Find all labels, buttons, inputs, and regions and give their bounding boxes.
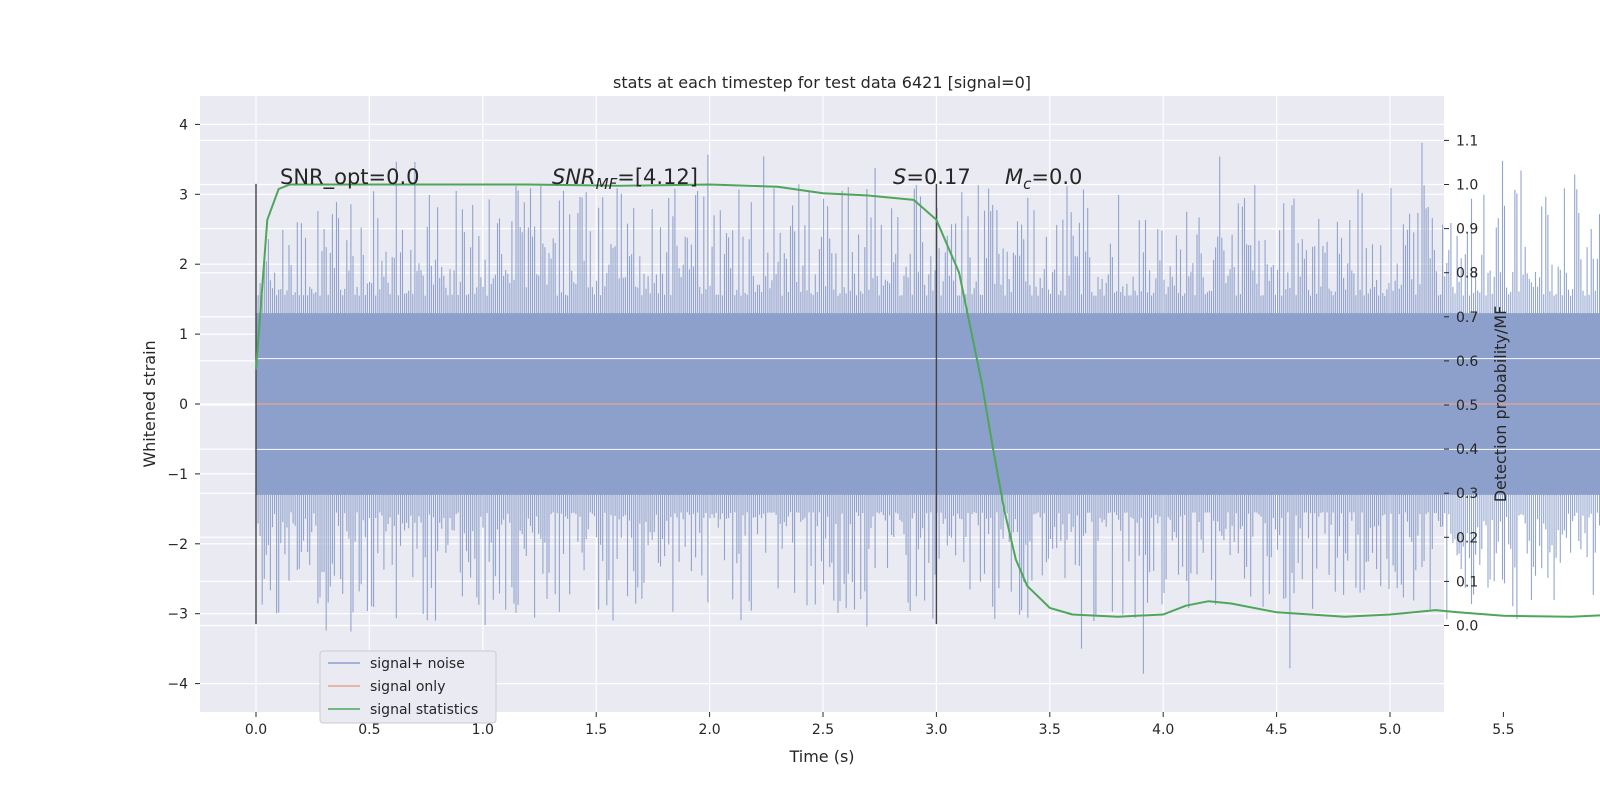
x-tick-label: 3.5 (1039, 722, 1061, 738)
stats-layer (255, 183, 1600, 618)
annotation-s-suffix: =0.17 (906, 165, 970, 189)
annotation-mc-sub: c (1023, 175, 1032, 193)
x-tick-label: 1.0 (472, 722, 494, 738)
y2-tick-label: 0.9 (1456, 222, 1478, 238)
legend-label-signal-noise: signal+ noise (370, 656, 465, 672)
y-axis-label: Whitened strain (140, 340, 159, 467)
y-tick-label: −4 (167, 677, 188, 693)
x-tick-label: 4.5 (1265, 722, 1287, 738)
x-tick-label: 5.0 (1379, 722, 1401, 738)
x-axis-label: Time (s) (788, 747, 854, 766)
legend-box (319, 650, 497, 724)
x-tick-label: 2.0 (698, 722, 720, 738)
y-axis-ticks: −4 −3 −2 −1 0 1 2 3 4 (167, 117, 200, 693)
x-tick-label: 0.5 (358, 722, 380, 738)
y-tick-label: 1 (179, 327, 188, 343)
legend: signal+ noise signal only signal statist… (319, 650, 497, 724)
annotation-mc-prefix: M (1005, 165, 1023, 189)
y-tick-label: 0 (179, 397, 188, 413)
y-tick-label: −1 (167, 467, 188, 483)
y2-tick-label: 0.0 (1456, 619, 1478, 635)
annotation-mc: Mc=0.0 (1005, 165, 1082, 193)
y2-tick-label: 0.4 (1456, 442, 1478, 458)
y-tick-label: −2 (167, 537, 188, 553)
annotation-s-prefix: S (893, 165, 906, 189)
x-tick-label: 5.5 (1492, 722, 1514, 738)
y2-tick-label: 0.5 (1456, 398, 1478, 414)
signal-statistics-line (255, 183, 1600, 618)
chart-title: stats at each timestep for test data 642… (613, 73, 1031, 92)
vertical-markers (255, 183, 938, 625)
annotations: SNR_opt=0.0 SNRMF=[4.12] S=0.17 Mc=0.0 (280, 165, 1082, 193)
y2-tick-label: 1.0 (1456, 178, 1478, 194)
legend-label-signal-only: signal only (370, 679, 445, 695)
y2-tick-label: 0.6 (1456, 354, 1478, 370)
annotation-snr-opt: SNR_opt=0.0 (280, 165, 420, 190)
y-tick-label: 3 (179, 187, 188, 203)
x-tick-label: 2.5 (812, 722, 834, 738)
y2-tick-label: 0.2 (1456, 530, 1478, 546)
y2-tick-label: 0.1 (1456, 574, 1478, 590)
x-axis-ticks: 0.00.51.01.52.02.53.03.54.04.55.05.56.06… (245, 712, 1515, 738)
annotation-s: S=0.17 (893, 165, 971, 189)
annotation-snr-mf-suffix: =[4.12] (617, 165, 698, 189)
y2-axis-label: Detection probability/MF (1491, 306, 1510, 503)
legend-label-signal-statistics: signal statistics (370, 702, 478, 718)
y-tick-label: −3 (167, 607, 188, 623)
x-tick-label: 1.5 (585, 722, 607, 738)
annotation-snr-mf: SNRMF=[4.12] (552, 165, 698, 193)
y2-tick-label: 1.1 (1456, 133, 1478, 149)
y2-tick-label: 0.3 (1456, 486, 1478, 502)
annotation-snr-mf-sub: MF (596, 175, 618, 193)
x-tick-label: 0.0 (245, 722, 267, 738)
annotation-mc-suffix: =0.0 (1031, 165, 1082, 189)
x-tick-label: 4.0 (1152, 722, 1174, 738)
y2-tick-label: 0.7 (1456, 310, 1478, 326)
y2-tick-label: 0.8 (1456, 266, 1478, 282)
y-tick-label: 2 (179, 257, 188, 273)
x-tick-label: 3.0 (925, 722, 947, 738)
y-tick-label: 4 (179, 117, 188, 133)
y2-axis-ticks: 0.0 0.1 0.2 0.3 0.4 0.5 0.6 0.7 0.8 0.9 1.0 1.1 (1444, 133, 1478, 635)
annotation-snr-mf-prefix: SNR (552, 165, 596, 189)
